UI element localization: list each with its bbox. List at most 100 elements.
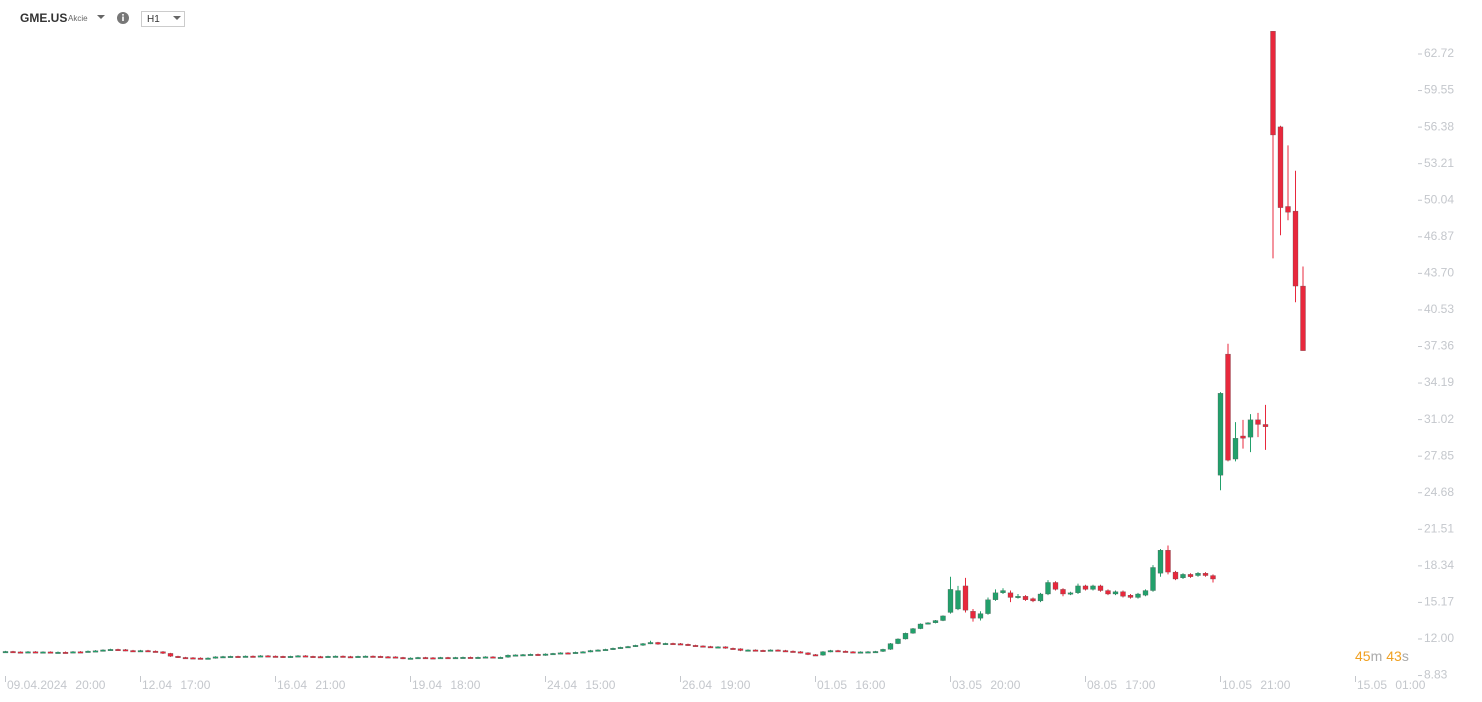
candle-body	[587, 650, 594, 653]
candle-body	[1120, 591, 1126, 597]
candle-body	[47, 651, 54, 654]
candle-body	[722, 646, 729, 649]
info-icon-dot	[122, 14, 124, 16]
symbol-dropdown-caret[interactable]	[97, 15, 105, 19]
candle-body	[467, 657, 474, 659]
y-tick-label: 50.04	[1424, 192, 1454, 206]
candle-body	[1262, 424, 1269, 427]
candle-body	[850, 651, 856, 654]
candle-body	[377, 656, 384, 658]
x-tick-label: 12.04 17:00	[142, 678, 211, 692]
candle-body	[77, 651, 84, 654]
candle-body	[325, 656, 331, 658]
x-tick-label: 10.05 21:00	[1222, 678, 1291, 692]
y-tick-label: 43.70	[1424, 266, 1454, 280]
candle-body	[595, 649, 601, 652]
candle-body	[137, 650, 144, 653]
candle-body	[160, 651, 166, 654]
candle-body	[1292, 210, 1299, 287]
x-tick-label: 16.04 21:00	[277, 678, 346, 692]
candle-body	[302, 655, 309, 658]
candle-body	[1195, 573, 1201, 576]
candle-body	[430, 657, 436, 660]
candle-body	[775, 649, 781, 652]
candle-body	[1112, 591, 1119, 595]
candle-body	[625, 646, 631, 649]
candle-body	[737, 648, 744, 651]
candle-body	[1157, 550, 1164, 574]
symbol[interactable]: GME.US	[20, 11, 67, 25]
candle-body	[655, 642, 661, 645]
candle-body	[452, 657, 459, 660]
timeframe-dropdown[interactable]	[141, 11, 185, 27]
candle-body	[347, 656, 354, 659]
countdown: 45m 43s	[1355, 648, 1409, 664]
candle-body	[257, 655, 264, 658]
candle-body	[1172, 571, 1179, 580]
candle-body	[122, 649, 129, 652]
candle-body	[1217, 393, 1224, 476]
candle-body	[1030, 598, 1036, 602]
candle-body	[752, 649, 759, 652]
timeframe-caret	[173, 16, 181, 20]
candle-body	[1270, 31, 1276, 136]
candle-body	[55, 651, 61, 654]
countdown-minutes-unit: m	[1371, 648, 1383, 664]
candle-body	[175, 656, 181, 658]
candle-body	[760, 650, 766, 652]
candle-body	[340, 655, 346, 658]
candle-body	[1067, 592, 1074, 595]
countdown-seconds: 43	[1386, 648, 1402, 664]
y-tick-label: 15.17	[1424, 595, 1454, 609]
countdown-seconds-unit: s	[1402, 648, 1409, 664]
candle-body	[902, 633, 909, 640]
candle-body	[460, 657, 466, 659]
candle-body	[527, 654, 534, 656]
candle-body	[715, 646, 721, 649]
candle-body	[985, 599, 991, 614]
candle-body	[437, 657, 444, 660]
candle-body	[182, 657, 189, 660]
candle-body	[797, 651, 804, 654]
timeframe: H1	[147, 14, 160, 25]
candle-body	[865, 651, 871, 654]
candle-body	[310, 656, 316, 658]
candle-body	[2, 651, 9, 654]
candle-body	[767, 649, 774, 652]
y-tick-label: 8.83	[1424, 668, 1448, 682]
candle-body	[1060, 589, 1066, 595]
candle-body	[400, 657, 406, 660]
candle-body	[1127, 595, 1134, 598]
candle-body	[355, 656, 361, 658]
candle-body	[250, 655, 256, 658]
x-tick-label: 03.05 20:00	[952, 678, 1021, 692]
candle-body	[220, 656, 226, 659]
candle-body	[415, 657, 421, 660]
y-tick-label: 31.02	[1424, 412, 1454, 426]
candle-body	[610, 648, 616, 650]
candle-body	[895, 638, 901, 644]
candle-body	[100, 649, 106, 652]
x-tick-label: 01.05 16:00	[817, 678, 886, 692]
candle-body	[730, 648, 736, 650]
candle-body	[1105, 590, 1111, 595]
candle-body	[962, 585, 969, 611]
candle-body	[145, 650, 151, 653]
candle-body	[317, 656, 324, 659]
candle-body	[1247, 419, 1254, 438]
candle-body	[790, 650, 796, 653]
candle-body	[370, 655, 376, 658]
candle-body	[662, 643, 669, 646]
candle-body	[242, 655, 249, 658]
candle-body	[887, 643, 894, 650]
candle-body	[940, 615, 946, 621]
candle-body	[602, 649, 609, 652]
countdown-minutes: 45	[1355, 648, 1371, 664]
candle-body	[1135, 593, 1141, 598]
candle-body	[392, 656, 399, 659]
candle-body	[130, 650, 136, 653]
y-tick-label: 27.85	[1424, 448, 1454, 462]
candle-body	[692, 645, 699, 647]
x-tick-label: 19.04 18:00	[412, 678, 481, 692]
